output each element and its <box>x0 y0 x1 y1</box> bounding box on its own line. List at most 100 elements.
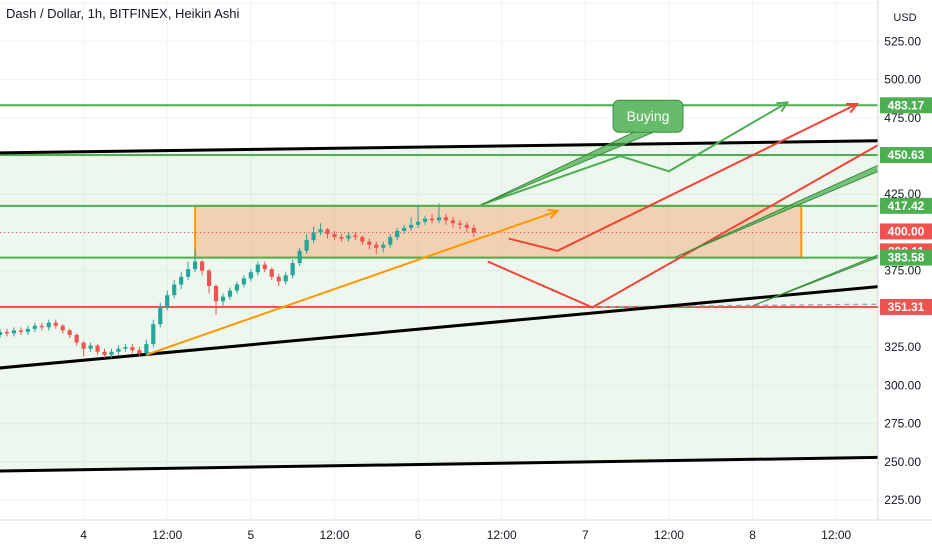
x-tick-label: 6 <box>415 528 422 542</box>
level-label-text: 383.58 <box>888 251 925 265</box>
candle-body <box>402 227 407 231</box>
callout-box <box>612 99 684 133</box>
channel-trendline <box>0 139 879 155</box>
candle-body <box>46 322 51 328</box>
level-label-text: 450.63 <box>888 148 925 162</box>
candle-body <box>409 224 414 228</box>
x-tick-label: 8 <box>749 528 756 542</box>
candle-body <box>4 331 10 334</box>
y-tick-label: 325.00 <box>884 340 921 354</box>
candle-body <box>53 322 58 326</box>
candle-body <box>60 325 65 331</box>
trendlines[interactable] <box>0 139 879 473</box>
dashed-trendline <box>592 303 879 308</box>
candle-body <box>304 240 309 251</box>
candle-body <box>255 264 260 273</box>
candle-body <box>262 264 267 270</box>
candle-body <box>88 345 93 349</box>
candle-body <box>206 270 212 286</box>
candle-body <box>339 237 344 239</box>
currency-label: USD <box>893 12 916 24</box>
candle-body <box>179 276 184 285</box>
candle-body <box>227 290 233 297</box>
candle-body <box>186 269 191 277</box>
candle-body <box>220 296 226 302</box>
candle-body <box>213 286 219 302</box>
x-tick-label: 12:00 <box>654 528 684 542</box>
candle-body <box>464 224 469 228</box>
callout-pointer <box>752 232 932 307</box>
callout-text: Buying <box>627 108 670 124</box>
x-tick-label: 12:00 <box>821 528 851 542</box>
candle-body <box>193 261 198 270</box>
candle-body <box>283 275 288 282</box>
callouts[interactable]: BuyingTextBuying <box>480 99 932 307</box>
arrow-head <box>776 101 790 113</box>
candle-body <box>158 307 163 325</box>
candle-body <box>457 223 462 225</box>
candle-body <box>367 241 372 245</box>
time-axis[interactable]: 4 12:00 5 12:00 6 12:00 7 12:00 8 12:00 <box>0 519 932 550</box>
candle-body <box>388 237 393 245</box>
candle-body <box>381 244 386 248</box>
candle-body <box>269 269 274 277</box>
y-tick-label: 275.00 <box>884 417 921 431</box>
x-tick-label: 12:00 <box>152 528 182 542</box>
candle-body <box>116 348 121 352</box>
candle-body <box>234 284 240 291</box>
candle-body <box>422 218 428 222</box>
level-label-text: 417.42 <box>888 199 925 213</box>
y-tick-label: 375.00 <box>884 264 921 278</box>
level-label-bg <box>880 249 932 266</box>
candle-body <box>290 263 295 276</box>
level-label-bg <box>880 147 932 164</box>
candle-body <box>450 220 456 224</box>
candle-body <box>332 234 337 238</box>
candle-body <box>25 328 30 332</box>
horizontal-levels[interactable] <box>0 104 879 308</box>
projection-path <box>487 113 932 309</box>
candle-body <box>109 351 114 355</box>
y-tick-label: 525.00 <box>884 34 921 48</box>
candle-body <box>436 217 442 221</box>
level-label-bg <box>880 298 932 315</box>
projection-path <box>480 101 788 206</box>
candle-body <box>102 351 107 355</box>
channel-trendline <box>0 285 879 370</box>
candle-body <box>360 237 365 242</box>
candle-body <box>199 261 205 271</box>
projection-paths[interactable] <box>480 101 932 309</box>
candle-body <box>18 330 23 332</box>
candle-body <box>130 347 135 351</box>
candle-body <box>276 276 281 282</box>
candle-body <box>353 235 358 238</box>
candle-body <box>165 295 170 308</box>
x-tick-label: 5 <box>248 528 255 542</box>
y-tick-label: 475.00 <box>884 111 921 125</box>
arrow-head <box>547 208 560 219</box>
candle-body <box>11 330 17 334</box>
candle-body <box>374 244 379 248</box>
callout-pointer <box>675 140 932 258</box>
candle-body <box>81 342 86 349</box>
y-tick-label: 425.00 <box>884 187 921 201</box>
candle-body <box>395 230 400 238</box>
candle-body <box>297 250 302 264</box>
candle-body <box>311 232 316 241</box>
x-tick-label: 12:00 <box>319 528 349 542</box>
projection-path <box>508 103 858 252</box>
level-label-text: 351.31 <box>888 300 925 314</box>
candle-body <box>241 278 246 285</box>
level-label-text: 400.00 <box>888 224 925 238</box>
channel-band <box>0 140 878 471</box>
x-tick-label: 7 <box>582 528 589 542</box>
candle-body <box>0 331 3 335</box>
candle-body <box>325 229 330 234</box>
candle-body <box>144 344 149 354</box>
level-label-text: 483.17 <box>888 98 925 112</box>
candle-body <box>67 330 72 335</box>
y-tick-label: 225.00 <box>884 493 921 507</box>
candle-body <box>416 221 421 225</box>
candle-body <box>32 325 37 329</box>
